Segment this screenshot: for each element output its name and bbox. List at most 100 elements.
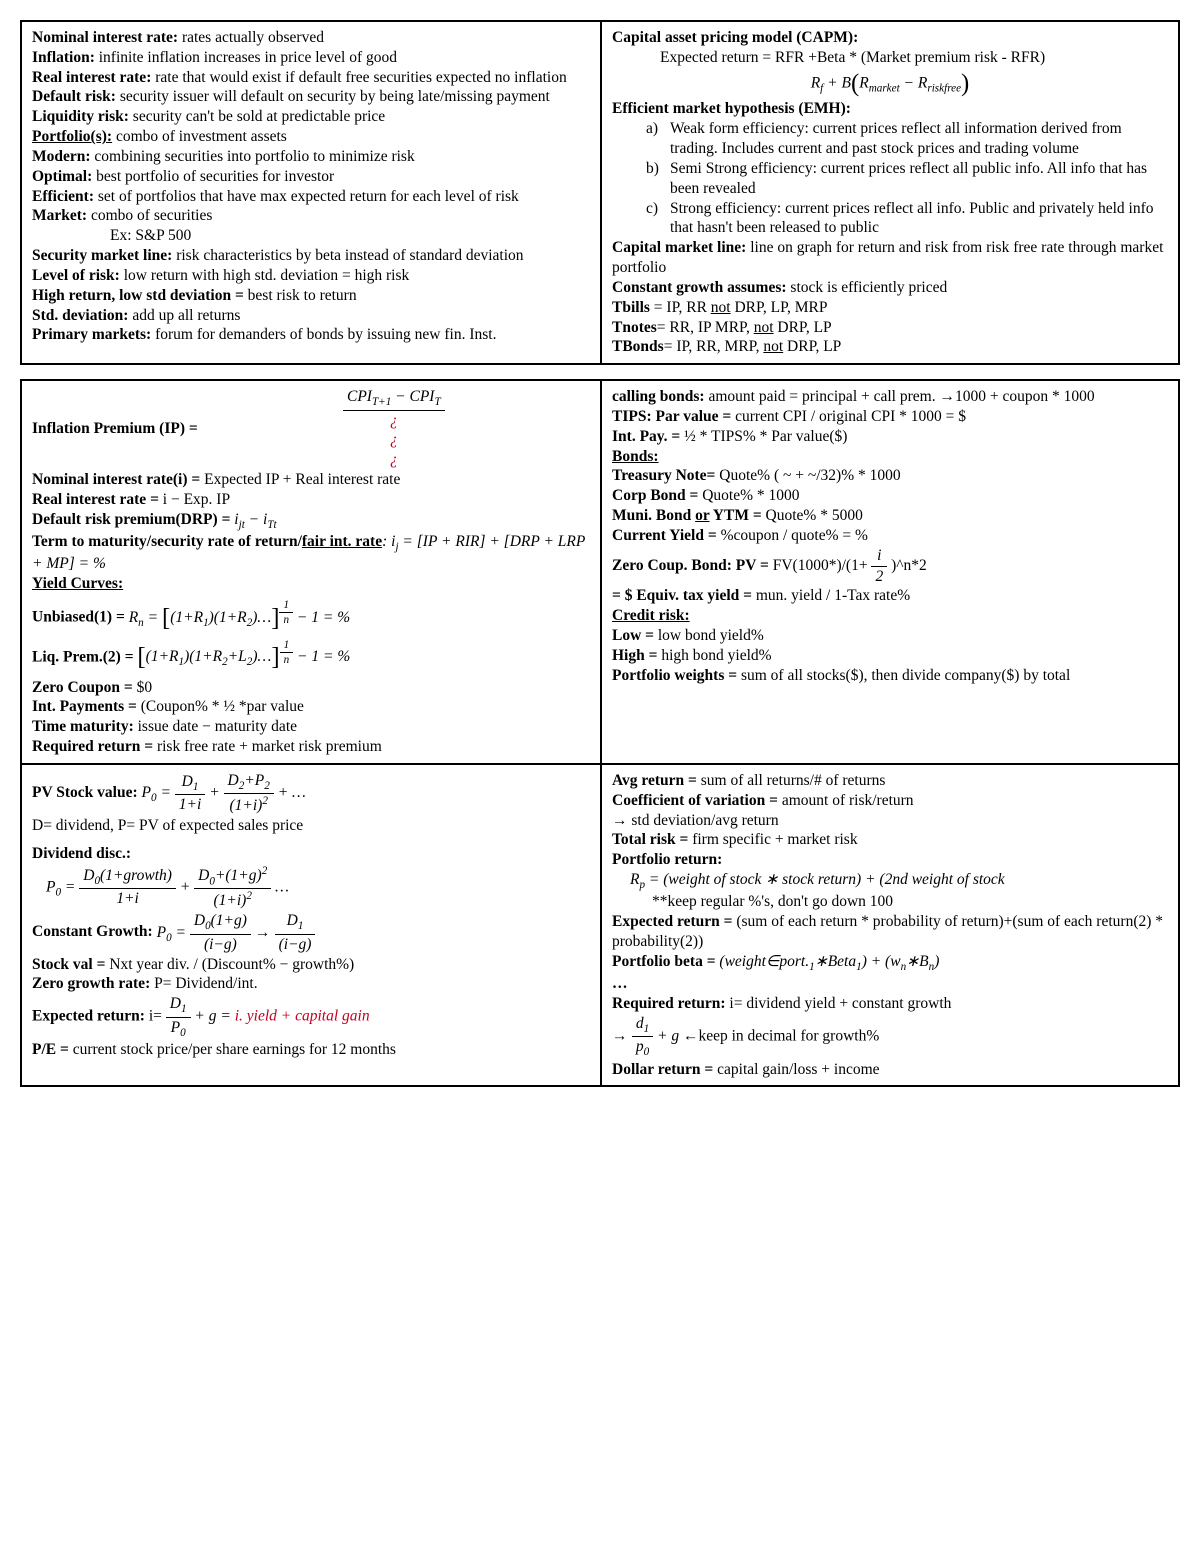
def-line: Tnotes= RR, IP MRP, not DRP, LP [612, 318, 1168, 338]
def: rates actually observed [178, 29, 324, 46]
term: Inflation: [32, 49, 95, 66]
list-item: a)Weak form efficiency: current prices r… [612, 119, 1168, 159]
def: set of portfolios that have max expected… [94, 188, 519, 205]
def-line: Inflation: infinite inflation increases … [32, 48, 590, 68]
pv-stock-formula: PV Stock value: P0 = D11+i + D2+P2(1+i)2… [32, 771, 590, 816]
term: Modern: [32, 148, 91, 165]
fraction: CPIT+1 − CPIT ¿¿¿ [343, 387, 445, 470]
def-line: Treasury Note= Quote% ( ~ + ~/32)% * 100… [612, 466, 1168, 486]
def-line: P/E = current stock price/per share earn… [32, 1040, 590, 1060]
box-2-band-1: Inflation Premium (IP) = CPIT+1 − CPIT ¿… [22, 381, 1178, 763]
term: Default risk: [32, 88, 116, 105]
def-line: Zero growth rate: P= Dividend/int. [32, 974, 590, 994]
dividend-disc-formula: P0 = D0(1+growth)1+i + D0+(1+g)2(1+i)2 … [32, 864, 590, 912]
def-line: Coefficient of variation = amount of ris… [612, 791, 1168, 811]
term: Nominal interest rate: [32, 29, 178, 46]
heading: Capital asset pricing model (CAPM): [612, 28, 1168, 48]
def-line: Std. deviation: add up all returns [32, 306, 590, 326]
term: Portfolio(s): [32, 128, 112, 145]
def: infinite inflation increases in price le… [95, 49, 397, 66]
def: combo of investment assets [112, 128, 287, 145]
term: Security market line: [32, 247, 172, 264]
def-line: Default risk: security issuer will defau… [32, 87, 590, 107]
term: Efficient: [32, 188, 94, 205]
liq-prem-formula: Liq. Prem.(2) = [(1+R1)(1+R2+L2)…]1n − 1… [32, 638, 590, 674]
def-line: Portfolio weights = sum of all stocks($)… [612, 666, 1168, 686]
capm-text: Expected return = RFR +Beta * (Market pr… [612, 48, 1168, 68]
def: forum for demanders of bonds by issuing … [151, 326, 496, 343]
heading: Portfolio return: [612, 850, 1168, 870]
def-line: Required return = risk free rate + marke… [32, 737, 590, 757]
term: Real interest rate: [32, 69, 151, 86]
constant-growth-formula: Constant Growth: P0 = D0(1+g)(i−g) → D1(… [32, 911, 590, 954]
def-line: High = high bond yield% [612, 646, 1168, 666]
def-line: Nominal interest rate(i) = Expected IP +… [32, 470, 590, 490]
dots: … [612, 974, 1168, 994]
def: rate that would exist if default free se… [151, 69, 566, 86]
heading: Credit risk: [612, 606, 1168, 626]
box-2-band-1-left: Inflation Premium (IP) = CPIT+1 − CPIT ¿… [22, 381, 600, 763]
def: low return with high std. deviation = hi… [120, 267, 409, 284]
list-item: b)Semi Strong efficiency: current prices… [612, 159, 1168, 199]
heading: Dividend disc.: [32, 844, 590, 864]
term: Primary markets: [32, 326, 151, 343]
note: D= dividend, P= PV of expected sales pri… [32, 816, 590, 836]
def-line: calling bonds: amount paid = principal +… [612, 387, 1168, 407]
def-line: Portfolio(s): combo of investment assets [32, 127, 590, 147]
def-line: Expected return = (sum of each return * … [612, 912, 1168, 952]
def-line: High return, low std deviation = best ri… [32, 286, 590, 306]
capm-formula: Rf + B(Rmarket − Rriskfree) [612, 68, 1168, 100]
def-line: Security market line: risk characteristi… [32, 246, 590, 266]
def: security issuer will default on security… [116, 88, 550, 105]
def: risk characteristics by beta instead of … [172, 247, 523, 264]
box-2-band-2-left: PV Stock value: P0 = D11+i + D2+P2(1+i)2… [22, 765, 600, 1086]
def-line: Market: combo of securities [32, 206, 590, 226]
heading: Efficient market hypothesis (EMH): [612, 99, 1168, 119]
box-2-band-1-right: calling bonds: amount paid = principal +… [600, 381, 1178, 763]
def-line: Stock val = Nxt year div. / (Discount% −… [32, 955, 590, 975]
box-1-right: Capital asset pricing model (CAPM): Expe… [600, 22, 1178, 363]
unbiased-formula: Unbiased(1) = Rn = [(1+R1)(1+R2)…]1n − 1… [32, 598, 590, 634]
box-2-band-2-right: Avg return = sum of all returns/# of ret… [600, 765, 1178, 1086]
def-line: Total risk = firm specific + market risk [612, 830, 1168, 850]
note: **keep regular %'s, don't go down 100 [612, 892, 1168, 912]
ip-formula: Inflation Premium (IP) = CPIT+1 − CPIT ¿… [32, 387, 590, 470]
expected-return-formula: Expected return: i= D1P0 + g = i. yield … [32, 994, 590, 1040]
def-line: TBonds= IP, RR, MRP, not DRP, LP [612, 337, 1168, 357]
def-line: Modern: combining securities into portfo… [32, 147, 590, 167]
def-line: Optimal: best portfolio of securities fo… [32, 167, 590, 187]
heading: Yield Curves: [32, 574, 590, 594]
def-line: Int. Payments = (Coupon% * ½ *par value [32, 697, 590, 717]
def-line: Real interest rate = i − Exp. IP [32, 490, 590, 510]
def-line: Muni. Bond or YTM = Quote% * 5000 [612, 506, 1168, 526]
def-line: Nominal interest rate: rates actually ob… [32, 28, 590, 48]
portfolio-return-formula: Rp = (weight of stock ∗ stock return) + … [612, 870, 1168, 892]
def-line: Zero Coupon = $0 [32, 678, 590, 698]
term: High return, low std deviation = [32, 287, 244, 304]
def-line: Efficient: set of portfolios that have m… [32, 187, 590, 207]
term: Liquidity risk: [32, 108, 129, 125]
def: best portfolio of securities for investo… [92, 168, 334, 185]
term: Level of risk: [32, 267, 120, 284]
box-2-band-2: PV Stock value: P0 = D11+i + D2+P2(1+i)2… [22, 763, 1178, 1086]
def-line: Liquidity risk: security can't be sold a… [32, 107, 590, 127]
term: Std. deviation: [32, 307, 128, 324]
zcb-formula: Zero Coup. Bond: PV = FV(1000*)/(1+ i2 )… [612, 546, 1168, 587]
def-line: = $ Equiv. tax yield = mun. yield / 1-Ta… [612, 586, 1168, 606]
term: Optimal: [32, 168, 92, 185]
required-return-frac: → d1p0 + g ←keep in decimal for growth% [612, 1014, 1168, 1060]
example: Ex: S&P 500 [32, 226, 590, 246]
def-line: Default risk premium(DRP) = ijt − iTt [32, 510, 590, 532]
def-line: Required return: i= dividend yield + con… [612, 994, 1168, 1014]
def: combo of securities [87, 207, 212, 224]
def-line: Constant growth assumes: stock is effici… [612, 278, 1168, 298]
def-line: Avg return = sum of all returns/# of ret… [612, 771, 1168, 791]
portfolio-beta-formula: Portfolio beta = (weight∈port.1∗Beta1) +… [612, 952, 1168, 974]
term: Market: [32, 207, 87, 224]
def-line: → std deviation/avg return [612, 811, 1168, 831]
def-line: Term to maturity/security rate of return… [32, 532, 590, 574]
def-line: TIPS: Par value = current CPI / original… [612, 407, 1168, 427]
box-1-left: Nominal interest rate: rates actually ob… [22, 22, 600, 363]
box-2: Inflation Premium (IP) = CPIT+1 − CPIT ¿… [20, 379, 1180, 1087]
def-line: Primary markets: forum for demanders of … [32, 325, 590, 345]
